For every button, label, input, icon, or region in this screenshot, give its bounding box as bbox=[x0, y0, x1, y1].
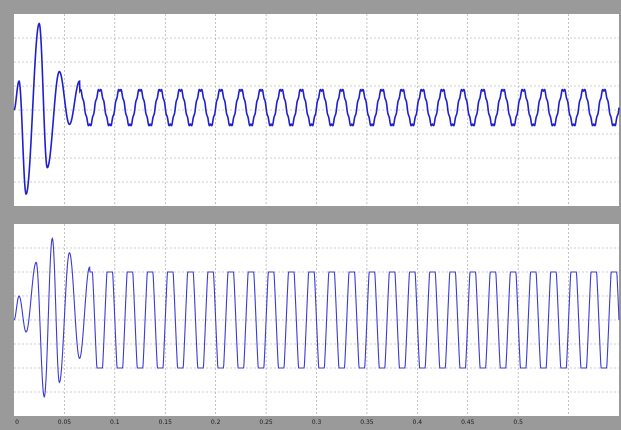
x-tick-label: 0.3 bbox=[312, 419, 322, 426]
x-tick-label: 0.35 bbox=[360, 419, 374, 426]
x-tick-label: 0.15 bbox=[159, 419, 173, 426]
bottom-series-line bbox=[13, 237, 620, 398]
x-tick-label: 0.4 bbox=[413, 419, 423, 426]
x-tick-label: 0.2 bbox=[211, 419, 221, 426]
top-panel bbox=[13, 14, 620, 206]
x-tick-label: 0.5 bbox=[513, 419, 523, 426]
bottom-panel: 0 0.05 0.1 0.15 0.2 0.25 0.3 0.35 0.4 0.45 0.5 bbox=[13, 224, 620, 426]
x-tick-label: 0.05 bbox=[58, 419, 72, 426]
bottom-x-ticks: 0 0.05 0.1 0.15 0.2 0.25 0.3 0.35 0.4 0.45 0.5 bbox=[15, 419, 523, 426]
x-tick-label: 0 bbox=[15, 419, 19, 426]
top-series-line bbox=[13, 22, 620, 196]
x-tick-label: 0.25 bbox=[259, 419, 273, 426]
x-tick-label: 0.45 bbox=[461, 419, 475, 426]
x-tick-label: 0.1 bbox=[110, 419, 120, 426]
